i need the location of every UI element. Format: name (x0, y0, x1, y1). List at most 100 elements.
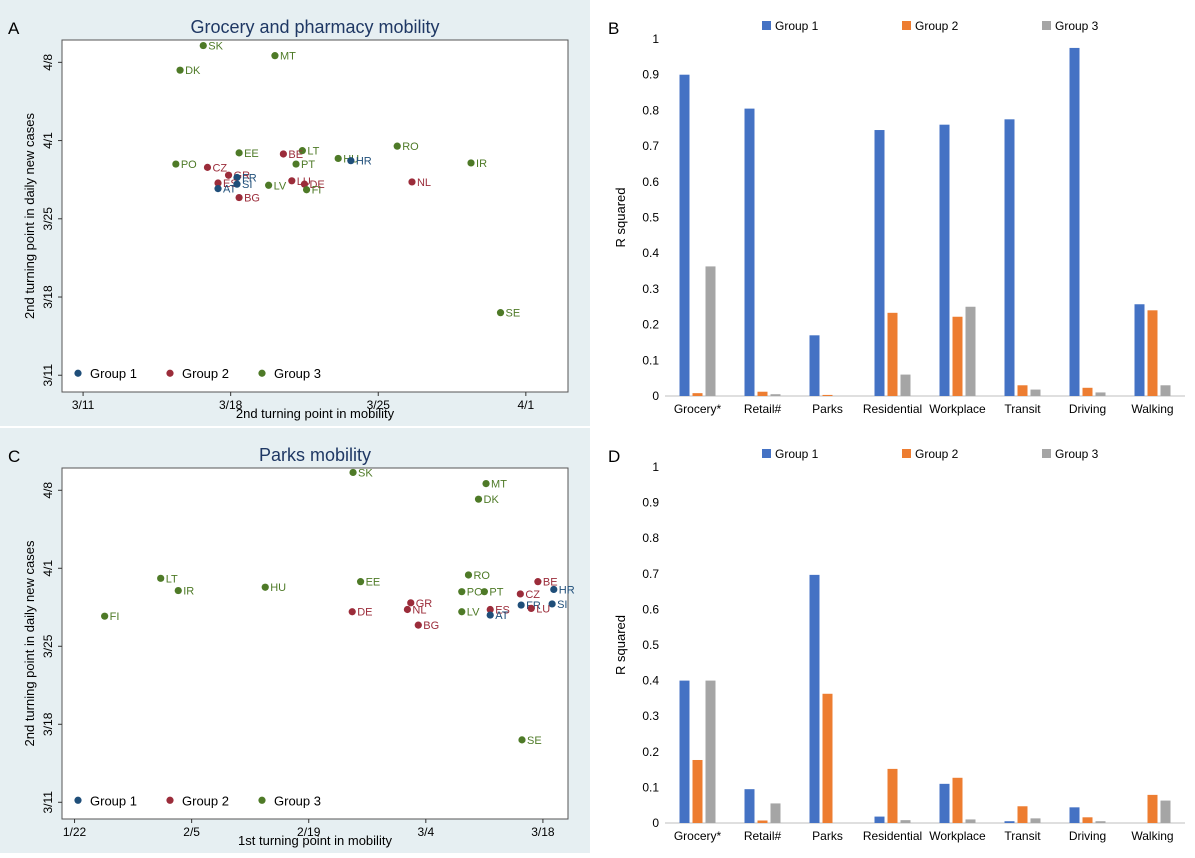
y-tick-label: 3/25 (41, 207, 55, 231)
legend-label-group-3: Group 3 (274, 366, 321, 381)
data-point-fr (233, 173, 241, 182)
data-point-si (548, 600, 556, 608)
data-point-hr (347, 157, 355, 165)
x-tick-label: Walking (1131, 829, 1173, 843)
legend-swatch-group-2 (902, 449, 911, 458)
legend-label-group-3: Group 3 (1055, 447, 1099, 461)
data-point-bg (235, 193, 243, 202)
y-axis-title: 2nd turning point in daily new cases (22, 540, 37, 746)
data-label-pt: PT (489, 587, 503, 599)
data-label-bg: BG (244, 193, 260, 205)
x-tick-label: Workplace (929, 402, 986, 416)
data-point-de (348, 608, 356, 616)
y-tick-label: 0.1 (642, 353, 659, 367)
data-point-mt (271, 52, 279, 60)
bar-retail-group-2 (757, 391, 768, 396)
y-tick-label: 0.6 (642, 602, 659, 616)
data-label-ro: RO (402, 141, 419, 153)
x-tick-label: Retail# (744, 829, 782, 843)
data-label-ro: RO (473, 570, 490, 582)
y-tick-label: 1 (652, 32, 659, 46)
legend-label-group-2: Group 2 (182, 793, 229, 808)
data-point-at (214, 185, 222, 193)
x-tick-label: 3/18 (531, 825, 555, 839)
legend-label-group-2: Group 2 (915, 447, 959, 461)
data-point-bg (414, 621, 422, 629)
data-point-be (534, 578, 542, 586)
x-tick-label: Driving (1069, 402, 1106, 416)
y-tick-label: 0.3 (642, 709, 659, 723)
y-tick-label: 0.8 (642, 103, 659, 117)
data-point-fr (517, 601, 525, 609)
plot-area (61, 39, 569, 393)
y-axis-title: 2nd turning point in daily new cases (22, 113, 37, 319)
data-point-po (458, 588, 466, 596)
x-axis-title: 2nd turning point in mobility (236, 406, 395, 421)
x-tick-label: Driving (1069, 829, 1106, 843)
legend-label-group-3: Group 3 (1055, 19, 1099, 33)
x-tick-label: Residential (863, 829, 922, 843)
x-tick-label: Parks (812, 829, 843, 843)
data-point-gr (224, 171, 233, 179)
y-tick-label: 0.9 (642, 68, 659, 82)
bar-workplace-group-1 (939, 783, 950, 823)
y-tick-label: 4/1 (41, 132, 55, 149)
y-tick-label: 1 (652, 460, 659, 474)
legend-label-group-3: Group 3 (274, 793, 321, 808)
y-tick-label: 0.5 (642, 638, 659, 652)
data-label-lt: LT (307, 146, 319, 158)
data-label-cz: CZ (525, 589, 540, 601)
bar-transit-group-1 (1004, 119, 1015, 396)
bar-workplace-group-3 (965, 306, 976, 396)
data-point-po (172, 160, 180, 168)
x-tick-label: Workplace (929, 829, 986, 843)
data-point-de (300, 180, 309, 188)
bar-grocery-group-1 (679, 74, 690, 396)
bar-grocery-group-3 (705, 266, 716, 396)
bar-grocery-group-1 (679, 680, 690, 823)
data-label-si: SI (242, 179, 252, 191)
bar-residential-group-2 (887, 312, 898, 396)
legend-marker-group-2 (166, 369, 174, 377)
parks-rsquared-bar-chart: D 0 0.1 0.2 0.3 0.4 0.5 0.6 0.7 0.8 0.9 1 R squared G… (608, 447, 1185, 843)
bar-residential-group-2 (887, 768, 898, 823)
data-point-cz (516, 590, 524, 598)
y-tick-label: 4/1 (41, 560, 55, 577)
x-tick-label: 2/5 (183, 825, 200, 839)
legend-label-group-1: Group 1 (90, 793, 137, 808)
bar-driving-group-1 (1069, 807, 1080, 823)
legend-label-group-1: Group 1 (90, 366, 137, 381)
data-label-be: BE (288, 149, 303, 161)
x-tick-label: 2/19 (297, 825, 321, 839)
y-tick-label: 0 (652, 389, 659, 403)
legend-swatch-group-3 (1042, 21, 1051, 30)
bar-retail-group-3 (770, 803, 781, 823)
y-tick-label: 0.2 (642, 318, 659, 332)
data-label-sk: SK (208, 41, 223, 53)
bar-residential-group-1 (874, 816, 885, 823)
data-point-ir (467, 159, 475, 167)
bar-workplace-group-3 (965, 819, 976, 823)
panel-d: D 0 0.1 0.2 0.3 0.4 0.5 0.6 0.7 0.8 0.9 1 R squared G… (595, 428, 1195, 853)
y-tick-label: 0.9 (642, 496, 659, 510)
x-tick-label: Transit (1004, 829, 1041, 843)
bar-grocery-group-2 (692, 759, 703, 823)
data-point-es (486, 605, 494, 614)
data-point-lv (458, 608, 466, 616)
bar-residential-group-3 (900, 374, 911, 396)
data-label-sk: SK (358, 467, 373, 479)
bar-walking-group-1 (1134, 304, 1145, 396)
x-tick-label: Retail# (744, 402, 782, 416)
data-label-de: DE (309, 179, 324, 191)
data-point-lu (288, 177, 296, 185)
parks-scatter-chart: C Parks mobility 1/22 2/5 2/19 3/4 3/18 3/11 3/1… (0, 428, 590, 853)
data-label-hu: HU (270, 582, 286, 594)
bar-transit-group-3 (1030, 818, 1041, 823)
y-axis-title: R squared (613, 615, 628, 675)
bar-workplace-group-2 (952, 777, 963, 823)
y-tick-label: 0.4 (642, 674, 659, 688)
data-point-ro (393, 142, 401, 150)
bar-walking-group-3 (1160, 385, 1171, 396)
data-label-nl: NL (412, 605, 426, 617)
x-tick-label: Transit (1004, 402, 1041, 416)
